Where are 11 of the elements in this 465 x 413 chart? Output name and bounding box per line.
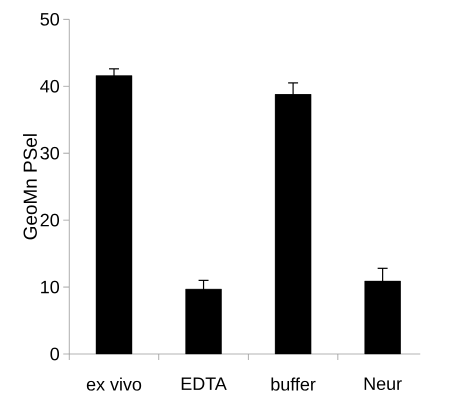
y-tick-label: 30 <box>40 146 60 160</box>
x-tick-label: ex vivo <box>86 378 142 391</box>
x-tick-label: buffer <box>271 378 316 391</box>
y-axis-title: GeoMn PSel <box>23 134 37 240</box>
y-tick-label: 50 <box>40 12 60 26</box>
y-tick-label: 20 <box>40 214 60 226</box>
x-tick-label: EDTA <box>182 378 227 390</box>
y-tick-label: 40 <box>40 80 60 93</box>
x-tick-label: Neur <box>364 378 402 390</box>
y-tick-label: 10 <box>41 280 60 294</box>
y-tick-label: 0 <box>50 348 60 360</box>
